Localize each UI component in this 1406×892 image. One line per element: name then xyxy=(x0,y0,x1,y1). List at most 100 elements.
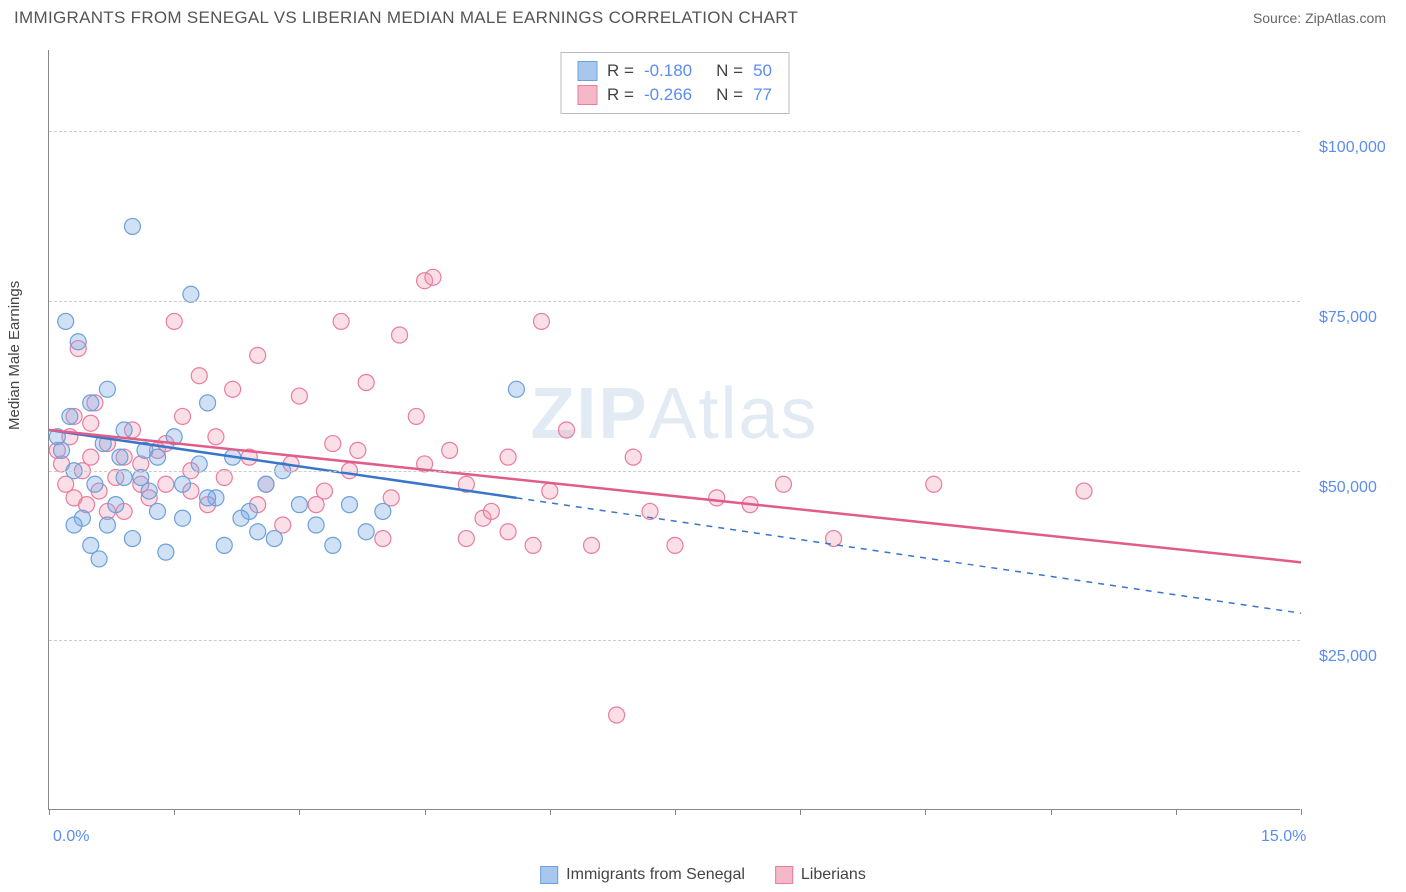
scatter-point xyxy=(124,531,140,547)
legend-n-value: 50 xyxy=(753,61,772,81)
legend-item: Liberians xyxy=(775,866,866,884)
scatter-point xyxy=(158,544,174,560)
scatter-point xyxy=(208,429,224,445)
scatter-point xyxy=(83,537,99,553)
legend-n-label: N = xyxy=(716,61,743,81)
scatter-point xyxy=(776,476,792,492)
legend-swatch xyxy=(775,866,793,884)
scatter-point xyxy=(558,422,574,438)
scatter-point xyxy=(200,395,216,411)
scatter-point xyxy=(341,497,357,513)
x-tick xyxy=(800,809,801,815)
scatter-point xyxy=(166,313,182,329)
scatter-point xyxy=(200,490,216,506)
scatter-point xyxy=(316,483,332,499)
x-tick xyxy=(299,809,300,815)
scatter-point xyxy=(62,408,78,424)
chart-svg xyxy=(49,50,1300,809)
scatter-point xyxy=(375,503,391,519)
scatter-point xyxy=(408,408,424,424)
scatter-point xyxy=(266,531,282,547)
scatter-point xyxy=(216,470,232,486)
x-tick xyxy=(550,809,551,815)
y-axis-label: Median Male Earnings xyxy=(6,281,23,430)
scatter-point xyxy=(150,503,166,519)
scatter-point xyxy=(158,476,174,492)
source-name: ZipAtlas.com xyxy=(1305,10,1386,26)
chart-source: Source: ZipAtlas.com xyxy=(1253,10,1386,26)
scatter-point xyxy=(175,408,191,424)
scatter-point xyxy=(625,449,641,465)
scatter-point xyxy=(500,524,516,540)
scatter-point xyxy=(333,313,349,329)
x-tick xyxy=(1176,809,1177,815)
scatter-point xyxy=(483,503,499,519)
trend-line-extrapolated xyxy=(516,498,1301,613)
scatter-point xyxy=(175,510,191,526)
gridline xyxy=(49,301,1300,302)
gridline xyxy=(49,131,1300,132)
scatter-point xyxy=(112,449,128,465)
scatter-point xyxy=(1076,483,1092,499)
scatter-point xyxy=(358,375,374,391)
legend-n-value: 77 xyxy=(753,85,772,105)
x-tick-label: 15.0% xyxy=(1261,828,1306,846)
scatter-point xyxy=(99,381,115,397)
scatter-point xyxy=(191,456,207,472)
scatter-point xyxy=(325,436,341,452)
gridline xyxy=(49,640,1300,641)
gridline xyxy=(49,471,1300,472)
scatter-point xyxy=(375,531,391,547)
legend-r-value: -0.266 xyxy=(644,85,692,105)
scatter-point xyxy=(124,218,140,234)
scatter-point xyxy=(233,510,249,526)
legend-row: R = -0.180 N = 50 xyxy=(577,59,772,83)
legend-label: Liberians xyxy=(801,866,866,884)
scatter-point xyxy=(533,313,549,329)
scatter-point xyxy=(308,517,324,533)
scatter-point xyxy=(141,483,157,499)
scatter-point xyxy=(258,476,274,492)
legend-r-label: R = xyxy=(607,61,634,81)
scatter-point xyxy=(250,347,266,363)
scatter-point xyxy=(358,524,374,540)
scatter-point xyxy=(392,327,408,343)
x-tick-label: 0.0% xyxy=(53,828,89,846)
scatter-point xyxy=(175,476,191,492)
legend-swatch xyxy=(577,85,597,105)
legend-row: R = -0.266N = 77 xyxy=(577,83,772,107)
scatter-point xyxy=(709,490,725,506)
scatter-point xyxy=(216,537,232,553)
scatter-point xyxy=(609,707,625,723)
x-tick xyxy=(1301,809,1302,815)
scatter-point xyxy=(83,415,99,431)
scatter-point xyxy=(83,449,99,465)
scatter-point xyxy=(458,531,474,547)
legend-r-value: -0.180 xyxy=(644,61,692,81)
scatter-point xyxy=(191,368,207,384)
x-tick xyxy=(425,809,426,815)
chart-plot-area: ZIPAtlas R = -0.180N = 50R = -0.266N = 7… xyxy=(48,50,1300,810)
legend-r-label: R = xyxy=(607,85,634,105)
scatter-point xyxy=(183,286,199,302)
scatter-point xyxy=(525,537,541,553)
scatter-point xyxy=(500,449,516,465)
scatter-point xyxy=(250,524,266,540)
scatter-point xyxy=(150,449,166,465)
scatter-point xyxy=(584,537,600,553)
scatter-point xyxy=(87,476,103,492)
scatter-point xyxy=(66,517,82,533)
chart-header: IMMIGRANTS FROM SENEGAL VS LIBERIAN MEDI… xyxy=(0,0,1406,32)
scatter-point xyxy=(325,537,341,553)
scatter-point xyxy=(70,334,86,350)
legend-label: Immigrants from Senegal xyxy=(566,866,745,884)
scatter-point xyxy=(667,537,683,553)
scatter-point xyxy=(291,388,307,404)
y-tick-label: $25,000 xyxy=(1319,648,1377,666)
legend-swatch xyxy=(540,866,558,884)
chart-title: IMMIGRANTS FROM SENEGAL VS LIBERIAN MEDI… xyxy=(14,8,798,28)
scatter-point xyxy=(425,269,441,285)
y-tick-label: $100,000 xyxy=(1319,139,1386,157)
y-tick-label: $50,000 xyxy=(1319,479,1377,497)
correlation-legend: R = -0.180 N = 50R = -0.266N = 77 xyxy=(560,52,789,114)
